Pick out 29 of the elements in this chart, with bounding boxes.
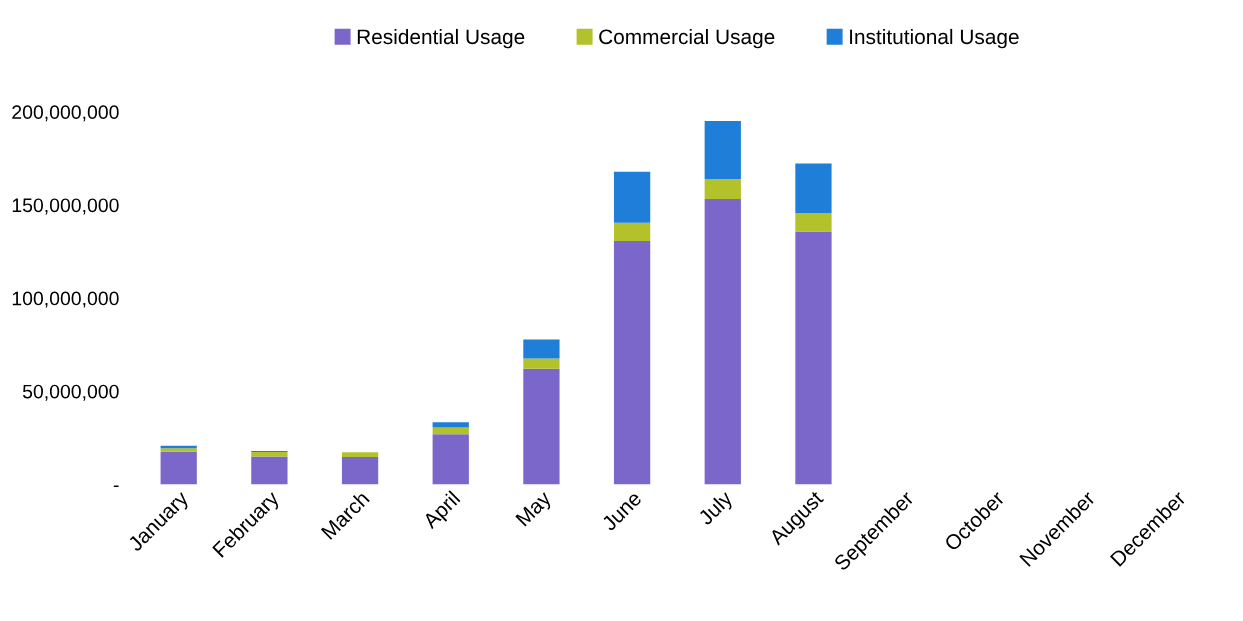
bar [613, 222, 651, 242]
bar [523, 368, 560, 485]
bar [795, 163, 832, 214]
legend-label: Residential Usage [357, 28, 525, 49]
y-tick-label: 100,000,000 [12, 291, 119, 308]
legend-label: Commercial Usage [599, 28, 775, 49]
bar [251, 451, 288, 457]
y-tick-label: 200,000,000 [12, 105, 119, 122]
bar [523, 339, 560, 359]
bar [251, 456, 288, 485]
bar [432, 434, 469, 485]
bar [523, 358, 560, 369]
bar [795, 231, 832, 485]
bar [704, 179, 741, 199]
bar [341, 452, 379, 457]
bar [613, 241, 651, 485]
bar [341, 456, 379, 485]
bar [795, 213, 832, 232]
y-tick-label: 150,000,000 [12, 198, 119, 215]
y-tick-label: - [113, 485, 119, 488]
y-tick-label: 50,000,000 [22, 384, 119, 401]
legend-label: Institutional Usage [850, 28, 1019, 49]
x-tick-label: May [515, 489, 556, 530]
bar [704, 198, 741, 485]
bar [160, 451, 197, 485]
x-tick-label: July [696, 489, 737, 529]
bar [613, 171, 651, 223]
bar [432, 422, 469, 428]
bar [704, 120, 741, 180]
